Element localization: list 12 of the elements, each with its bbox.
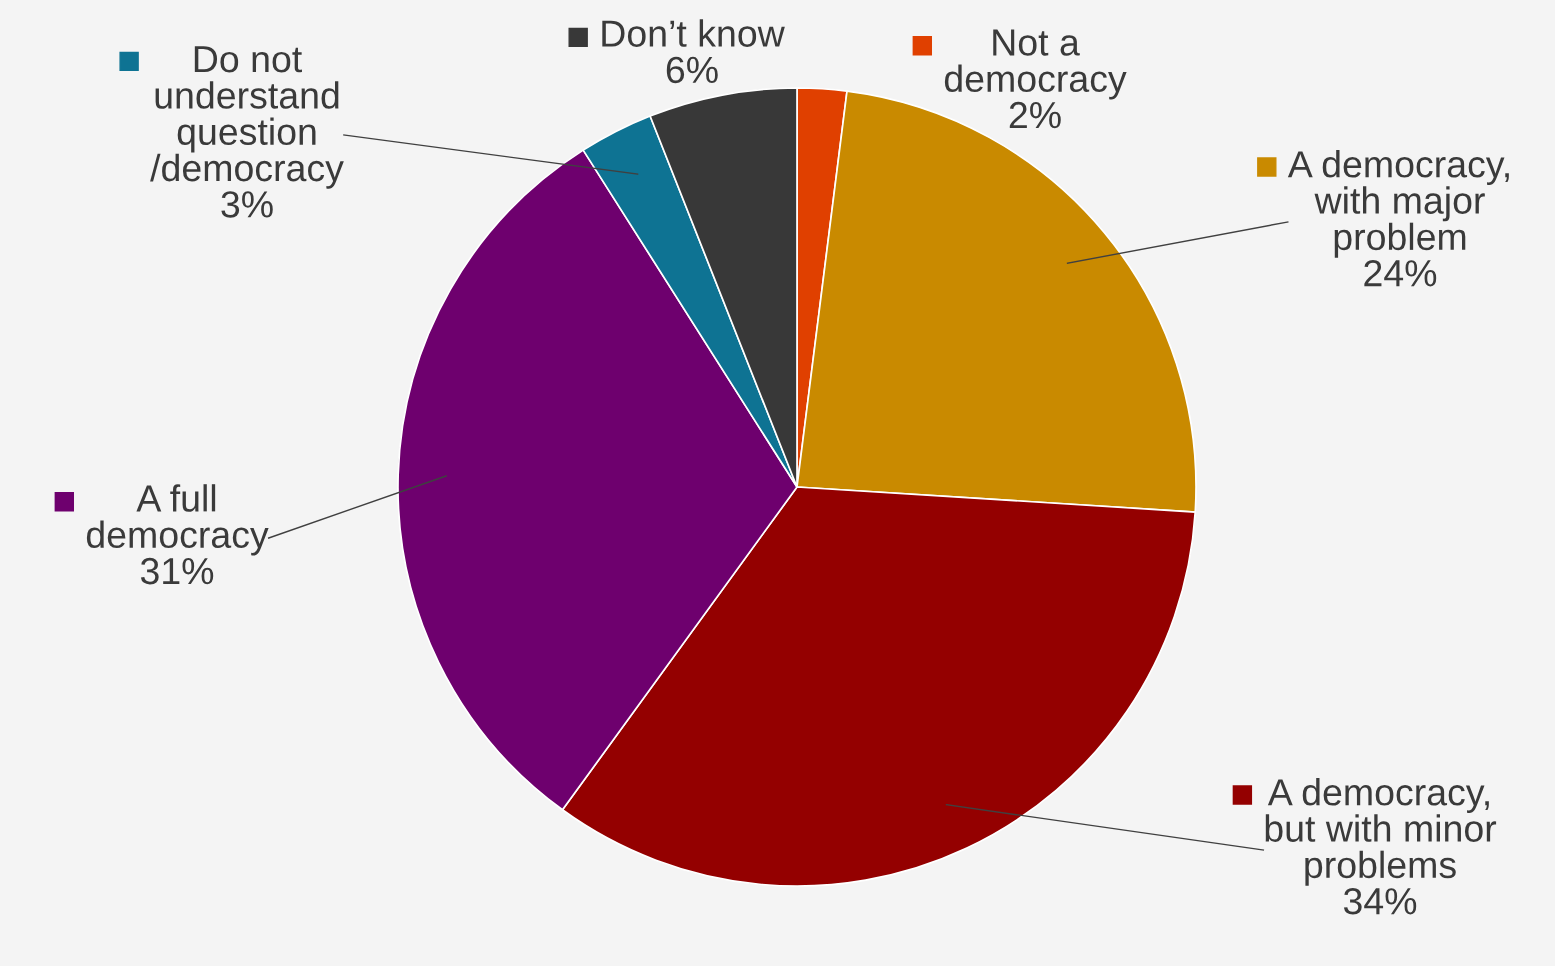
data-label: 3%	[221, 191, 273, 218]
data-label: 24%	[1364, 259, 1437, 287]
legend-label: A full democracy	[86, 484, 269, 556]
legend-label: A democracy, but with minor problems	[1265, 778, 1497, 886]
legend-label: A democracy, with major problem	[1287, 150, 1509, 258]
legend-label: Not a democracy	[944, 29, 1127, 100]
data-label: 31%	[140, 557, 214, 585]
data-label: 34%	[1343, 887, 1417, 915]
legend-label: Don’t know	[602, 19, 785, 47]
data-label: 6%	[666, 56, 718, 84]
legend-label: Do not understand question /democracy	[150, 46, 344, 189]
data-label: 2%	[1009, 101, 1061, 129]
